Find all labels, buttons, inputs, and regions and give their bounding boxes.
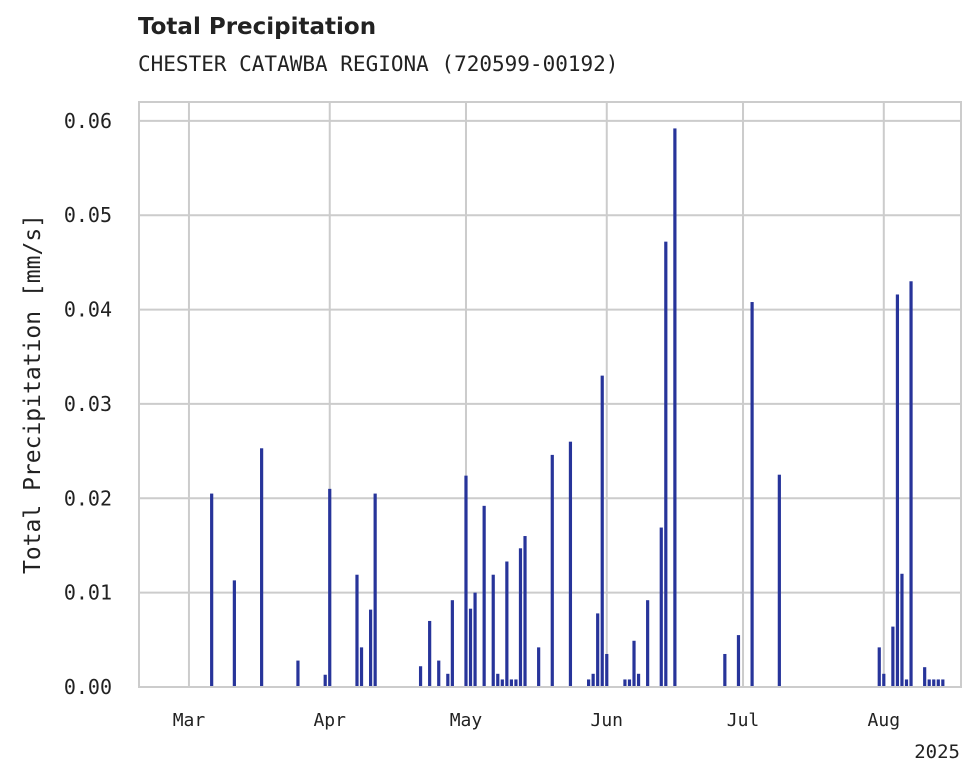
precipitation-bar — [464, 475, 468, 687]
precipitation-bar — [632, 640, 636, 687]
precipitation-bar — [904, 679, 909, 687]
precipitation-bar — [523, 536, 527, 687]
precipitation-bar — [932, 679, 936, 687]
precipitation-bar — [210, 493, 214, 687]
precipitation-bar — [923, 667, 927, 687]
precipitation-bar — [605, 653, 609, 687]
x-tick-label: Apr — [313, 710, 346, 731]
precipitation-bar — [518, 548, 523, 687]
precipitation-bar — [359, 647, 364, 687]
y-axis-ticks: 0.00 0.01 0.02 0.03 0.04 0.05 0.06 — [64, 109, 112, 699]
y-tick-label: 0.00 — [64, 675, 112, 699]
x-axis-ticks: Mar Apr May Jun Jul Aug — [173, 710, 900, 731]
precipitation-bar — [927, 679, 931, 687]
precipitation-bar — [232, 580, 236, 687]
y-tick-label: 0.02 — [64, 486, 112, 510]
y-tick-label: 0.03 — [64, 392, 112, 416]
precipitation-bar — [505, 561, 509, 687]
precipitation-bar — [323, 674, 327, 687]
precipitation-bar — [428, 620, 432, 687]
y-tick-label: 0.01 — [64, 581, 112, 605]
chart-subtitle: CHESTER CATAWBA REGIONA (720599-00192) — [138, 52, 619, 76]
year-label: 2025 — [914, 741, 960, 763]
precipitation-bar — [296, 660, 300, 687]
precipitation-bar — [450, 600, 454, 687]
precipitation-bar — [723, 653, 727, 687]
precipitation-bar — [936, 679, 940, 687]
x-tick-label: May — [450, 710, 483, 731]
precipitation-bar — [491, 574, 495, 687]
precipitation-bar — [369, 609, 373, 687]
y-axis-label: Total Precipitation [mm/s] — [20, 214, 46, 574]
precipitation-bar — [673, 128, 677, 687]
precipitation-bar — [909, 281, 913, 687]
x-tick-label: Jul — [727, 710, 760, 731]
precipitation-bar — [446, 673, 450, 687]
precipitation-bar — [891, 626, 895, 687]
precipitation-bar — [623, 679, 627, 687]
precipitation-bar — [900, 573, 904, 687]
precipitation-bar — [600, 375, 604, 687]
precipitation-bar — [550, 454, 554, 687]
precipitation-bar — [882, 673, 886, 687]
precipitation-bars — [210, 128, 945, 688]
plot-frame — [138, 101, 962, 688]
precipitation-bar — [777, 474, 781, 687]
grid-lines — [139, 102, 961, 688]
precipitation-bar — [514, 679, 518, 687]
precipitation-bar — [496, 673, 500, 687]
precipitation-bar — [591, 673, 595, 687]
precipitation-bar — [373, 493, 377, 687]
precipitation-bar — [587, 679, 591, 687]
x-tick-label: Jun — [591, 710, 624, 731]
precipitation-bar — [418, 666, 423, 687]
precipitation-bar — [509, 679, 513, 687]
precipitation-bar — [750, 302, 754, 687]
precipitation-bar — [437, 660, 441, 687]
chart-title: Total Precipitation — [138, 14, 377, 40]
precipitation-bar — [877, 647, 881, 687]
precipitation-bar — [355, 574, 359, 687]
precipitation-bar — [482, 505, 486, 687]
precipitation-bar — [646, 600, 650, 687]
precipitation-bar — [500, 679, 504, 687]
precipitation-bar — [659, 527, 663, 687]
precipitation-bar — [468, 608, 473, 687]
precipitation-bar — [664, 241, 668, 688]
precipitation-bar — [260, 448, 264, 687]
precipitation-bar — [537, 647, 541, 687]
x-tick-label: Mar — [173, 710, 206, 731]
precipitation-bar — [636, 673, 641, 687]
precipitation-bar — [328, 488, 332, 687]
precipitation-bar — [895, 294, 900, 687]
precipitation-bar — [596, 613, 600, 687]
x-tick-label: Aug — [868, 710, 901, 731]
precipitation-bar — [473, 592, 477, 687]
precipitation-bar — [941, 679, 945, 687]
precipitation-bar — [736, 635, 741, 687]
precipitation-bar — [568, 441, 573, 687]
precipitation-bar — [627, 679, 632, 687]
y-tick-label: 0.04 — [64, 298, 112, 322]
y-tick-label: 0.05 — [64, 203, 112, 227]
y-tick-label: 0.06 — [64, 109, 112, 133]
